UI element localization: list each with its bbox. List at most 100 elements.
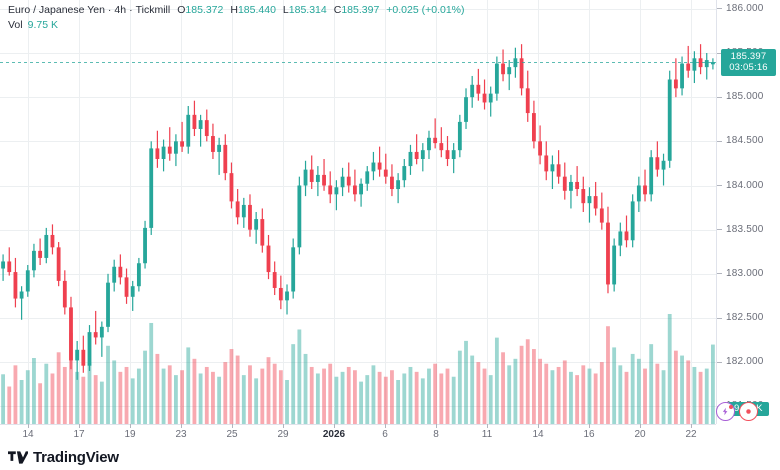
volume-bar: [1, 374, 5, 424]
volume-bar: [519, 345, 524, 424]
volume-bar: [180, 370, 184, 424]
candle-body: [260, 219, 265, 246]
candle-body: [62, 280, 67, 308]
candle-body: [501, 63, 505, 75]
lightning-bolt-icon[interactable]: [716, 402, 735, 421]
time-tick-label: 8: [433, 429, 439, 440]
volume-bar: [87, 362, 92, 424]
candle-body: [661, 160, 666, 170]
ohlc-open: O185.372: [177, 4, 223, 17]
volume-bar: [143, 350, 147, 424]
price-tick-label: 182.500: [726, 312, 764, 323]
candle-body: [291, 247, 296, 292]
current-price-badge[interactable]: 185.397 03:05:16: [721, 49, 776, 77]
grid-line-horizontal: [0, 141, 716, 143]
candle-body: [371, 162, 376, 172]
volume-bar: [303, 353, 308, 424]
candle-body: [365, 171, 370, 184]
candle-body: [538, 141, 542, 156]
candlestick-svg: [1, 44, 715, 424]
volume-bar: [612, 347, 617, 424]
candle-body: [217, 144, 222, 152]
candle-body: [285, 291, 289, 301]
legend-separator-2: ·: [129, 4, 133, 16]
volume-bar: [488, 375, 493, 424]
price-tick-dash: [717, 96, 722, 98]
exchange-label[interactable]: Tickmill: [135, 4, 171, 16]
candle-wick: [588, 187, 591, 223]
time-tick-dash: [589, 424, 590, 428]
volume-bar: [353, 370, 357, 424]
price-tick-dash: [717, 317, 722, 319]
volume-bar: [593, 373, 598, 424]
volume-bar: [581, 365, 586, 424]
current-price-line: [0, 61, 716, 63]
grid-line-vertical: [640, 0, 641, 424]
candle-body: [167, 146, 172, 154]
candle-body: [457, 121, 462, 151]
volume-bar: [340, 371, 345, 424]
time-tick-label: 11: [481, 429, 493, 440]
volume-bar: [667, 314, 672, 424]
time-axis[interactable]: 14 17 19 23 25 29 2026 6 8 11 14 16 20 22: [0, 424, 780, 446]
tradingview-logo-icon: [8, 451, 28, 464]
time-tick-label: 14: [532, 429, 544, 440]
candle-body: [278, 287, 283, 301]
price-tick-dash: [717, 229, 722, 231]
low-value: 185.314: [288, 4, 327, 16]
candle-body: [198, 120, 203, 129]
volume-bar: [476, 362, 481, 424]
candle-wick: [570, 174, 572, 209]
candle-body: [470, 84, 475, 98]
volume-bar: [538, 358, 542, 424]
volume-bar: [260, 368, 265, 424]
record-circle-icon[interactable]: [739, 402, 758, 421]
time-tick-label: 16: [583, 429, 595, 440]
candle-body: [390, 176, 394, 190]
time-tick-dash: [181, 424, 182, 428]
candle-body: [643, 185, 647, 195]
volume-bar: [624, 371, 629, 424]
candle-body: [673, 79, 678, 89]
tradingview-wordmark: TradingView: [33, 449, 119, 466]
price-tick-dash: [717, 185, 722, 186]
tradingview-logo[interactable]: TradingView: [8, 449, 119, 466]
candle-body: [155, 148, 160, 159]
volume-bar: [217, 376, 222, 424]
floating-action-buttons[interactable]: [716, 402, 758, 421]
volume-bar: [136, 368, 141, 424]
grid-line-vertical: [283, 0, 284, 424]
volume-bar: [501, 352, 505, 424]
candle-wick: [675, 58, 677, 98]
grid-line-vertical: [487, 0, 488, 424]
grid-line-horizontal: [0, 362, 716, 364]
candle-body: [192, 114, 197, 129]
candle-body: [272, 272, 277, 288]
candle-body: [655, 157, 660, 170]
volume-bar: [198, 373, 203, 424]
symbol-name[interactable]: Euro / Japanese Yen: [8, 4, 105, 16]
candle-body: [334, 187, 339, 195]
candlestick-series-layer: [1, 44, 715, 424]
chart-legend[interactable]: Euro / Japanese Yen · 4h · Tickmill O185…: [8, 4, 465, 32]
candle-body: [507, 67, 512, 75]
legend-volume-row[interactable]: Vol 9.75 K: [8, 19, 465, 32]
candle-body: [704, 60, 709, 68]
price-tick-label: 184.500: [726, 135, 764, 147]
volume-bar: [427, 368, 431, 424]
volume-bar: [38, 383, 43, 424]
volume-bar: [655, 363, 660, 424]
candle-body: [130, 286, 135, 297]
candle-body: [636, 185, 641, 202]
volume-bar: [13, 365, 18, 424]
candle-body: [377, 162, 382, 170]
candle-body: [229, 173, 234, 202]
interval-label[interactable]: 4h: [114, 4, 127, 16]
volume-bar: [704, 368, 709, 424]
candle-body: [402, 166, 407, 181]
low-key: L: [282, 4, 289, 16]
chart-plot-area[interactable]: [0, 0, 716, 424]
candle-body: [420, 150, 425, 159]
price-axis[interactable]: 186.000185.500185.000184.500184.000183.5…: [716, 0, 780, 424]
